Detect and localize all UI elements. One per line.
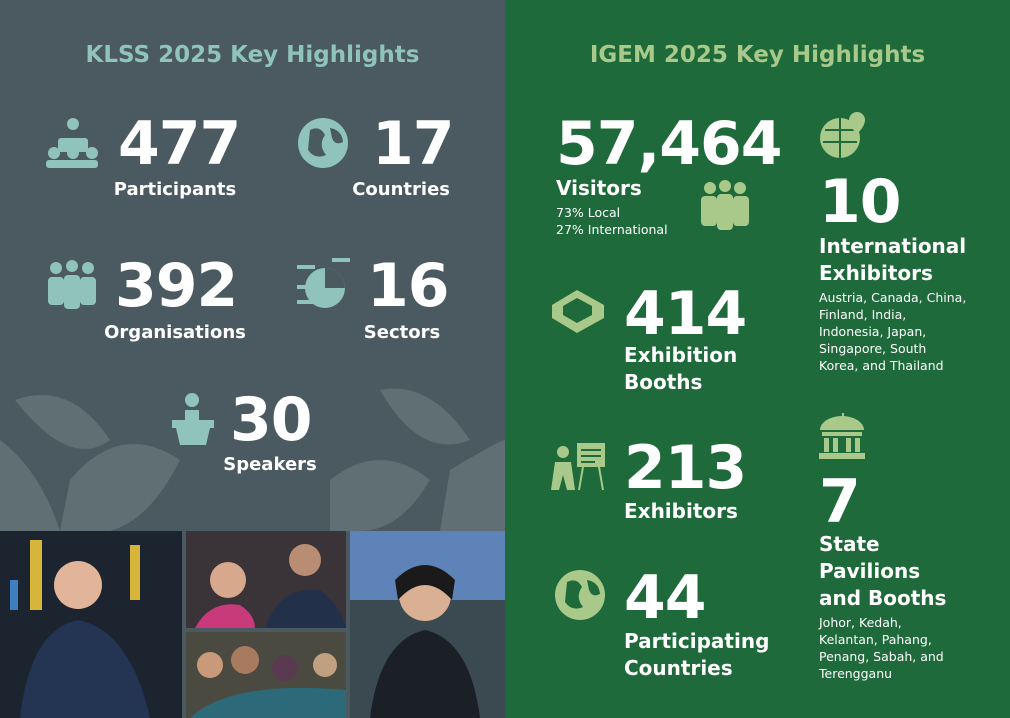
igem-stat-label: International Exhibitors	[819, 234, 967, 285]
igem-stat-value: 57,464	[556, 109, 783, 179]
igem-stat-label: Participating Countries	[624, 629, 770, 680]
igem-stat-note: 27% International	[556, 222, 668, 237]
klss-stat-label: Sectors	[363, 322, 441, 343]
igem-stat-note: 73% Local	[556, 205, 621, 220]
igem-stat-value: 414	[624, 279, 747, 349]
igem-title: IGEM 2025 Key Highlights	[589, 42, 926, 68]
igem-stat-note: Austria, Canada, China, Finland, India, …	[819, 290, 967, 373]
igem-stat-note: Johor, Kedah, Kelantan, Pahang, Penang, …	[819, 615, 944, 681]
klss-icons	[46, 118, 350, 445]
klss-stat-label: Countries	[352, 179, 450, 200]
klss-stat-label: Participants	[113, 179, 237, 200]
igem-stat-value: 10	[819, 167, 901, 237]
igem-stat-label: Exhibitors	[624, 499, 738, 523]
klss-stat-value: 30	[230, 385, 312, 455]
igem-stat-value: 44	[624, 563, 706, 633]
igem-stat-label: Visitors	[556, 176, 642, 200]
igem-stat-value: 213	[624, 433, 747, 503]
klss-stat-value: 392	[115, 251, 238, 321]
igem-icons	[551, 112, 865, 620]
igem-stat-label: Exhibition Booths	[624, 343, 738, 394]
klss-stat-label: Organisations	[104, 322, 246, 343]
igem-stat-label: State Pavilions and Booths	[819, 532, 947, 610]
igem-stat-value: 7	[819, 467, 861, 537]
klss-stat-value: 477	[118, 109, 241, 179]
klss-stat-value: 16	[367, 251, 449, 321]
klss-stat-value: 17	[372, 109, 454, 179]
klss-stat-label: Speakers	[223, 454, 317, 475]
klss-title: KLSS 2025 Key Highlights	[85, 42, 420, 68]
